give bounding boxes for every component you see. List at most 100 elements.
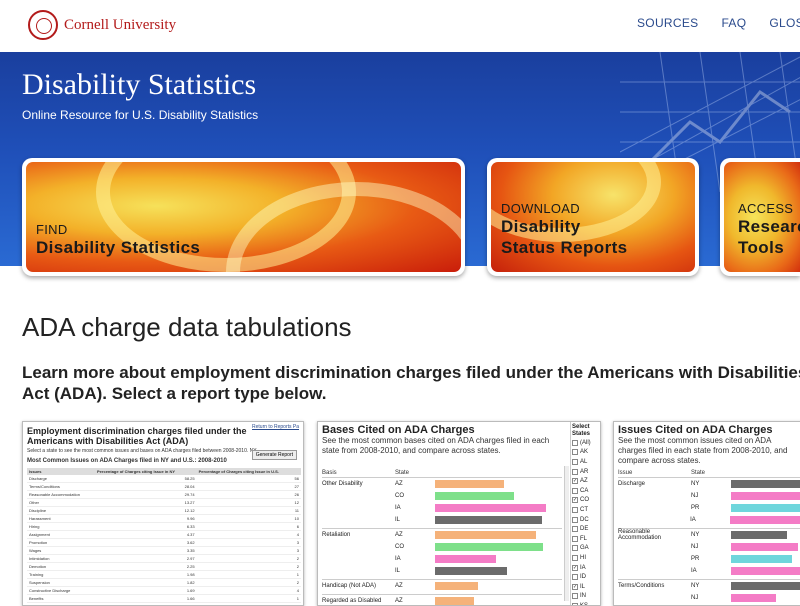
table-cell: 27 bbox=[197, 483, 301, 491]
report-thumbnail-bases[interactable]: Bases Cited on ADA Charges See the most … bbox=[317, 421, 601, 606]
checkbox[interactable] bbox=[572, 488, 578, 494]
state-filter-item[interactable]: DE bbox=[572, 524, 599, 534]
checkbox[interactable] bbox=[572, 593, 578, 599]
checkbox[interactable]: ✓ bbox=[572, 565, 578, 571]
checkbox[interactable] bbox=[572, 574, 578, 580]
chart-bar bbox=[435, 480, 504, 488]
cornell-logo[interactable]: Cornell University bbox=[28, 10, 176, 40]
checkbox[interactable]: ✓ bbox=[572, 497, 578, 503]
state-label: NJ bbox=[691, 595, 731, 601]
table-header-cell: Issues bbox=[27, 468, 95, 475]
state-code: CO bbox=[580, 497, 589, 503]
checkbox[interactable] bbox=[572, 459, 578, 465]
thumb1-generate-button[interactable]: Generate Report bbox=[252, 450, 297, 460]
state-filter-item[interactable]: ID bbox=[572, 572, 599, 582]
card-download-reports[interactable]: DOWNLOAD Disability Status Reports bbox=[487, 158, 699, 276]
state-filter-item[interactable]: AL bbox=[572, 457, 599, 467]
table-cell: 13.27 bbox=[95, 499, 197, 507]
card-find-text: FIND Disability Statistics bbox=[36, 222, 200, 258]
chart-bar bbox=[435, 597, 474, 605]
nav-sources[interactable]: SOURCES bbox=[637, 16, 698, 30]
checkbox[interactable]: ✓ bbox=[572, 478, 578, 484]
checkbox[interactable] bbox=[572, 517, 578, 523]
thumb1-title: Employment discrimination charges filed … bbox=[23, 422, 253, 446]
state-label: CO bbox=[395, 544, 435, 550]
state-code: HI bbox=[580, 555, 586, 561]
state-label: NJ bbox=[691, 544, 731, 550]
table-cell: 2 bbox=[197, 555, 301, 563]
state-filter-item[interactable]: CT bbox=[572, 505, 599, 515]
table-cell: 56 bbox=[197, 475, 301, 483]
state-filter-item[interactable]: ✓IA bbox=[572, 563, 599, 573]
table-cell: 10 bbox=[197, 515, 301, 523]
state-filter-item[interactable]: ✓CO bbox=[572, 496, 599, 506]
state-filter-item[interactable]: KS bbox=[572, 601, 599, 606]
checkbox[interactable] bbox=[572, 536, 578, 542]
table-cell: 2 bbox=[197, 579, 301, 587]
state-filter-item[interactable]: (All) bbox=[572, 438, 599, 448]
state-filter-item[interactable]: HI bbox=[572, 553, 599, 563]
table-cell: 11 bbox=[197, 507, 301, 515]
checkbox[interactable] bbox=[572, 526, 578, 532]
state-label: IL bbox=[395, 517, 435, 523]
table-cell: Harassment bbox=[27, 515, 95, 523]
state-filter-item[interactable]: CA bbox=[572, 486, 599, 496]
chart-col-label: Issue bbox=[618, 470, 691, 476]
table-cell: 6 bbox=[197, 523, 301, 531]
state-filter-item[interactable]: FL bbox=[572, 534, 599, 544]
checkbox[interactable]: ✓ bbox=[572, 584, 578, 590]
card-find-statistics[interactable]: FIND Disability Statistics bbox=[22, 158, 465, 276]
state-filter-item[interactable]: DC bbox=[572, 515, 599, 525]
state-code: (All) bbox=[580, 440, 591, 446]
checkbox[interactable] bbox=[572, 440, 578, 446]
chart-bar bbox=[731, 543, 798, 551]
table-cell: Assignment bbox=[27, 531, 95, 539]
chart-bar bbox=[731, 492, 800, 500]
chart-bar bbox=[731, 555, 792, 563]
state-filter-item[interactable]: ✓IL bbox=[572, 582, 599, 592]
top-bar: Cornell University SOURCES FAQ GLOSSARY bbox=[0, 0, 800, 52]
table-cell: Union Representation bbox=[27, 603, 95, 606]
table-cell: Promotion bbox=[27, 539, 95, 547]
nav-glossary[interactable]: GLOSSARY bbox=[769, 16, 800, 30]
brand-name: Cornell University bbox=[64, 17, 176, 34]
report-thumbnail-table[interactable]: Employment discrimination charges filed … bbox=[22, 421, 304, 606]
checkbox[interactable] bbox=[572, 545, 578, 551]
table-cell: 1.47 bbox=[95, 603, 197, 606]
checkbox[interactable] bbox=[572, 469, 578, 475]
state-code: CA bbox=[580, 488, 588, 494]
state-code: IN bbox=[580, 593, 586, 599]
chart-row: IL bbox=[322, 565, 562, 577]
thumb1-return-link[interactable]: Return to Reports Pa bbox=[252, 424, 299, 430]
state-code: ID bbox=[580, 574, 586, 580]
card-download-big-1: Disability bbox=[501, 216, 628, 237]
chart-bar bbox=[435, 504, 546, 512]
card-access-tools[interactable]: ACCESS Research Tools bbox=[720, 158, 800, 276]
checkbox[interactable] bbox=[572, 449, 578, 455]
report-thumbnail-issues[interactable]: Issues Cited on ADA Charges See the most… bbox=[613, 421, 800, 606]
state-filter-item[interactable]: GA bbox=[572, 544, 599, 554]
thumb3-description: See the most common issues cited on ADA … bbox=[614, 436, 800, 466]
checkbox[interactable] bbox=[572, 555, 578, 561]
nav-faq[interactable]: FAQ bbox=[721, 16, 746, 30]
thumb2-scrollbar[interactable] bbox=[564, 466, 569, 601]
state-label: IL bbox=[395, 568, 435, 574]
table-header-cell: Percentage of Charges citing Issue in U.… bbox=[197, 468, 301, 475]
thumb1-table: Issues Percentage of Charges citing Issue… bbox=[27, 468, 301, 606]
checkbox[interactable] bbox=[572, 507, 578, 513]
group-label: Discharge bbox=[618, 481, 691, 487]
thumb2-title: Bases Cited on ADA Charges bbox=[318, 422, 600, 436]
state-filter-item[interactable]: AK bbox=[572, 448, 599, 458]
state-code: AZ bbox=[580, 478, 588, 484]
state-filter-item[interactable]: AR bbox=[572, 467, 599, 477]
card-download-image: DOWNLOAD Disability Status Reports bbox=[491, 162, 695, 272]
thumb2-description: See the most common bases cited on ADA c… bbox=[318, 436, 566, 456]
group-label: Other Disability bbox=[322, 481, 395, 487]
state-filter-item[interactable]: ✓AZ bbox=[572, 476, 599, 486]
table-cell: 1 bbox=[197, 571, 301, 579]
